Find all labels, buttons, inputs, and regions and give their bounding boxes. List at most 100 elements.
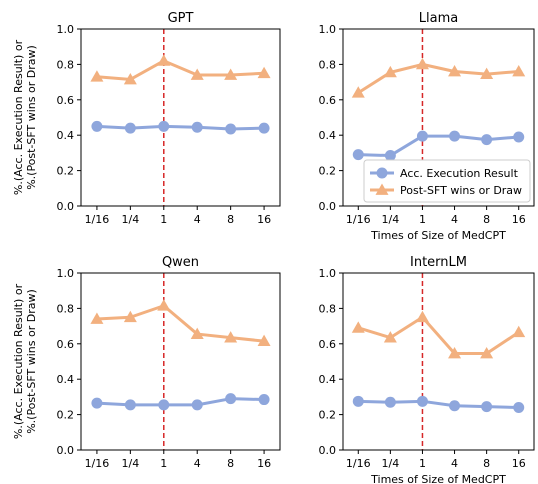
y-tick-label: 0.2 — [319, 409, 337, 422]
data-point-triangle — [480, 67, 494, 80]
data-point-triangle — [383, 65, 397, 78]
data-point-circle — [513, 131, 525, 143]
x-tick-label: 8 — [227, 213, 234, 226]
legend-marker-circle — [376, 167, 388, 179]
x-tick-label: 1/16 — [346, 457, 371, 470]
data-point-triangle — [257, 66, 271, 79]
data-point-circle — [158, 399, 170, 411]
x-tick-label: 4 — [194, 213, 201, 226]
chart-panel-0: GPT 0.0 0.2 0.4 0.6 0.8 1.0 1/16 1/4 1 4 8 16 %.(Acc.… — [12, 11, 281, 226]
data-point-circle — [481, 134, 493, 146]
chart-panel-3: InternLM 0.0 0.2 0.4 0.6 0.8 1.0 1/16 1/4 1 4 8 16 Ti… — [319, 255, 535, 484]
data-point-circle — [384, 396, 396, 408]
data-point-triangle — [512, 64, 526, 77]
y-axis-label: %.(Post-SFT wins or Draw) — [25, 289, 38, 434]
y-tick-label: 0.8 — [57, 58, 75, 71]
data-point-circle — [91, 120, 103, 132]
legend-box — [363, 159, 531, 203]
x-tick-label: 1/4 — [122, 213, 140, 226]
x-tick-label: 1 — [419, 213, 426, 226]
y-tick-label: 0.2 — [57, 165, 75, 178]
chart-title: InternLM — [410, 255, 467, 270]
series-line-1 — [357, 62, 519, 94]
chart-panel-1: Llama 0.0 0.2 0.4 0.6 0.8 1.0 1/16 1/4 1 4 8 16 Times… — [319, 11, 535, 242]
chart-title: GPT — [168, 11, 194, 26]
data-point-circle — [258, 394, 270, 406]
x-tick-label: 8 — [227, 457, 234, 470]
x-tick-label: 1 — [160, 457, 167, 470]
data-point-triangle — [448, 64, 462, 77]
legend: Acc. Execution Result Post-SFT wins or Dr… — [363, 159, 531, 203]
x-axis-label: Times of Size of MedCPT — [370, 473, 506, 484]
plot-frame — [80, 272, 281, 451]
x-tick-label: 1/16 — [85, 457, 110, 470]
y-tick-label: 1.0 — [57, 23, 75, 36]
x-tick-label: 16 — [257, 213, 271, 226]
y-tick-label: 0.0 — [319, 444, 337, 457]
legend-marker-triangle — [375, 183, 389, 195]
y-tick-label: 0.8 — [57, 302, 75, 315]
data-point-triangle — [415, 310, 429, 323]
data-point-circle — [124, 122, 136, 134]
data-point-triangle — [224, 68, 238, 80]
y-tick-label: 1.0 — [319, 23, 337, 36]
data-point-circle — [258, 122, 270, 134]
legend-label: Post-SFT wins or Draw — [400, 184, 522, 197]
chart-title: Llama — [419, 11, 458, 26]
x-tick-label: 1/4 — [382, 457, 400, 470]
x-tick-label: 1/4 — [122, 457, 140, 470]
data-point-triangle — [123, 310, 137, 323]
legend-label: Acc. Execution Result — [400, 167, 519, 180]
data-point-triangle — [190, 68, 204, 80]
chart-title: Qwen — [162, 255, 199, 270]
data-point-triangle — [90, 312, 104, 324]
y-tick-label: 0.6 — [57, 94, 75, 107]
y-tick-label: 0.2 — [319, 165, 337, 178]
data-point-circle — [124, 399, 136, 411]
x-tick-label: 1 — [419, 457, 426, 470]
data-point-circle — [449, 130, 461, 142]
y-axis-label: %.(Acc. Execution Result) or — [12, 39, 25, 195]
x-tick-label: 4 — [451, 457, 458, 470]
y-tick-label: 0.0 — [319, 200, 337, 213]
x-tick-label: 4 — [451, 213, 458, 226]
x-tick-label: 1/4 — [382, 213, 400, 226]
series-line-1 — [357, 315, 520, 356]
data-point-triangle — [190, 327, 204, 339]
data-point-circle — [352, 149, 364, 161]
x-tick-label: 16 — [512, 457, 526, 470]
y-tick-label: 0.6 — [319, 94, 337, 107]
series-line-0 — [96, 124, 265, 131]
data-point-triangle — [157, 54, 171, 66]
y-tick-label: 0.2 — [57, 409, 75, 422]
data-point-circle — [481, 401, 493, 413]
series-line-0 — [96, 397, 265, 407]
y-tick-label: 0.8 — [319, 302, 337, 315]
data-point-circle — [91, 397, 103, 409]
y-tick-label: 0.6 — [57, 338, 75, 351]
x-tick-label: 8 — [483, 457, 490, 470]
series-line-0 — [358, 399, 519, 410]
x-tick-label: 1/16 — [85, 213, 110, 226]
series-line-1 — [96, 304, 265, 343]
y-tick-label: 0.4 — [57, 129, 75, 142]
plot-frame — [342, 28, 535, 207]
x-tick-label: 1/16 — [346, 213, 371, 226]
plot-frame — [80, 28, 281, 207]
data-point-circle — [352, 395, 364, 407]
plot-frame — [342, 272, 535, 451]
data-point-triangle — [157, 299, 171, 311]
y-tick-label: 0.4 — [319, 129, 337, 142]
data-point-triangle — [480, 347, 494, 359]
data-point-triangle — [90, 70, 104, 82]
x-tick-label: 1 — [160, 213, 167, 226]
data-point-triangle — [351, 321, 365, 333]
data-point-circle — [384, 150, 396, 162]
y-tick-label: 1.0 — [57, 267, 75, 280]
x-tick-label: 4 — [194, 457, 201, 470]
data-point-circle — [191, 399, 203, 411]
chart-panel-2: Qwen 0.0 0.2 0.4 0.6 0.8 1.0 1/16 1/4 1 4 8 16 %.(Acc… — [12, 255, 281, 470]
x-axis-label: Times of Size of MedCPT — [370, 229, 506, 242]
series-line-1 — [96, 59, 265, 81]
